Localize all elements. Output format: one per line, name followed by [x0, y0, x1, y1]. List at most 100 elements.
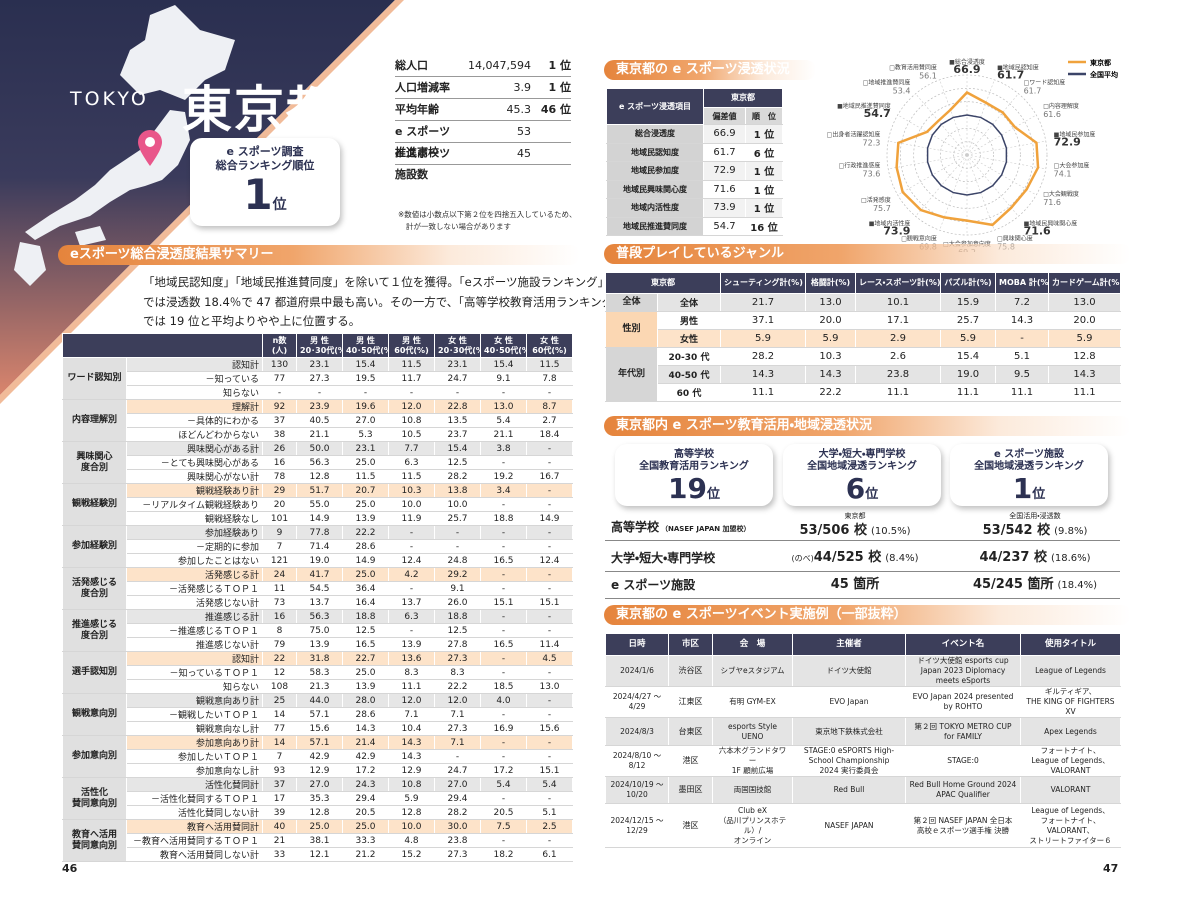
card-title: 高等学校 [674, 449, 714, 460]
cell: 18.8 [434, 609, 481, 624]
cell: 12.8 [296, 805, 343, 820]
header-text: 20･30代(%) [438, 345, 480, 355]
section-title: eスポーツ総合浸透度結果サマリー [58, 245, 580, 265]
national-cell: 44/237 校 (18.6%) [945, 543, 1125, 572]
cell: 2024/10/19 ～ 10/20 [605, 776, 669, 804]
cell: 5.9 [720, 329, 806, 348]
cell-line: Japan 2023 Diplomacy [920, 666, 1006, 675]
cell-line: 4/29 [628, 702, 646, 711]
cell: 16.7 [526, 469, 573, 484]
cell: NASEF JAPAN [792, 803, 906, 848]
value-label: 61.6 [1043, 110, 1061, 119]
cell: 21.1 [480, 427, 527, 442]
cell: 9.1 [434, 581, 481, 596]
cell: 5.4 [480, 413, 527, 428]
cell: 42.9 [342, 749, 389, 764]
cell-line: 45 箇所 [765, 570, 945, 598]
cell: 78 [262, 469, 297, 484]
value-label: 56.1 [919, 71, 937, 80]
cell: 5.9 [940, 329, 996, 348]
group-text: 賛同意向別 [71, 840, 117, 851]
row-label: 地域内活性度 [606, 198, 704, 218]
cell: 11 [262, 581, 297, 596]
cell-line: for FAMILY [944, 731, 982, 741]
stat-label: 人口増減率 [395, 81, 450, 94]
row-label: 活性化賛同しない計 [126, 805, 263, 820]
cell: - [526, 525, 573, 540]
table-row: 性別 男性 37.1 20.0 17.1 25.7 14.3 20.0 [605, 311, 1121, 348]
cell: 25.7 [940, 311, 996, 330]
header-cell: 使用タイトル [1020, 633, 1121, 656]
cell: - [434, 525, 481, 540]
cell: 19.6 [342, 399, 389, 414]
cell: 港区 [668, 803, 713, 848]
cell-line: （品川プリンスホテル）/ [718, 815, 787, 835]
rank-value: 6 [845, 472, 866, 505]
header-cell [62, 333, 263, 358]
cell: ギルティギア、 THE KING OF FIGHTERS XV [1020, 686, 1121, 718]
cell: 40 [262, 819, 297, 834]
cell: 第２回 NASEF JAPAN 全日本 高校ｅスポーツ選手権 決勝 [905, 803, 1021, 848]
table-row: 教育へ活用 賛同意向別 教育へ活用賛同計 40 25.0 25.0 10.0 30.0 7.5 2… [62, 819, 573, 862]
penetration-table: e スポーツ浸透項目 東京都 偏差値順 位総合浸透度 66.9 1 位地域民認知度 61.… [606, 88, 783, 236]
cell-line: EVO Japan [829, 697, 869, 706]
cell: VALORANT [1020, 776, 1121, 804]
cell: 56.3 [296, 609, 343, 624]
cell: 16.5 [480, 553, 527, 568]
cell-head: 全国活用・浸透数 [1009, 512, 1061, 520]
cell: 73.9 [703, 198, 746, 218]
cell: 33 [262, 847, 297, 862]
row-label: 観戦意向なし計 [126, 721, 263, 736]
cell: 19.0 [940, 365, 996, 384]
cell-line: 2024/8/3 [620, 726, 654, 736]
stat-label: e スポーツ推進高校 [395, 125, 451, 159]
rank-value: 1 [1012, 472, 1033, 505]
cell: 27.3 [434, 847, 481, 862]
cell: 14 [262, 707, 297, 722]
stat-row: 総人口 14,047,594 1 位 [395, 55, 571, 77]
ranking-unit: 位 [272, 197, 287, 213]
cell: 1 位 [745, 179, 783, 199]
cell: 13.0 [526, 679, 573, 694]
cell: 75.0 [296, 623, 343, 638]
cell-line: School Championship [808, 756, 890, 765]
cell: 15.1 [480, 595, 527, 610]
axis-label: ■地域民参加度 [1054, 131, 1096, 139]
header-text: 男 性 [402, 336, 421, 346]
row-label: －知っている [126, 371, 263, 386]
cell: 13.0 [805, 293, 856, 312]
cell: - [480, 623, 527, 638]
row-label: 教育へ活用賛同計 [126, 819, 263, 834]
cell: 31.8 [296, 651, 343, 666]
row-label: －とても興味関心がある [126, 455, 263, 470]
value-label: 61.7 [1024, 87, 1042, 96]
table-row: 60 代 11.1 22.2 11.1 11.1 11.1 11.1 [605, 383, 1121, 402]
cell: フォートナイト、 League of Legends、 VALORANT [1020, 745, 1121, 777]
rank-unit: 位 [1032, 487, 1046, 502]
subheader-cell: 偏差値 [703, 107, 746, 125]
header-cell: 格闘計(%) [805, 272, 856, 294]
cell: 13.8 [434, 483, 481, 498]
stat-rank: 46 位 [540, 103, 571, 116]
row-label: 地域民認知度 [606, 142, 704, 162]
cell: 24.3 [342, 777, 389, 792]
cell: 15.1 [526, 763, 573, 778]
group-cell: 観戦意向別 [62, 693, 127, 736]
group-text: 度合別 [80, 630, 108, 641]
cell: 130 [262, 357, 297, 372]
cell: - [480, 385, 527, 400]
cell: 27.3 [434, 651, 481, 666]
header-cell: シューティング計(%) [720, 272, 806, 294]
cell: 35.3 [296, 791, 343, 806]
cell: 13.9 [388, 637, 435, 652]
cell-line: ドイツ大使館 esports cup [917, 656, 1009, 666]
cell: 10.0 [388, 819, 435, 834]
cell: - [480, 609, 527, 624]
cell: - [526, 567, 573, 582]
table-row: －知っているＴＯＰ１ 12 58.3 25.0 8.3 8.3- - [63, 665, 573, 680]
cell: EVO Japan [792, 686, 906, 718]
cell: 7.1 [434, 735, 481, 750]
cell-value: 45/245 箇所 [972, 577, 1054, 592]
header-row: n数(人)男 性20･30代(%)男 性40･50代(%)男 性60代(%)女 … [62, 333, 573, 358]
row-label: 推進感じる計 [126, 609, 263, 624]
